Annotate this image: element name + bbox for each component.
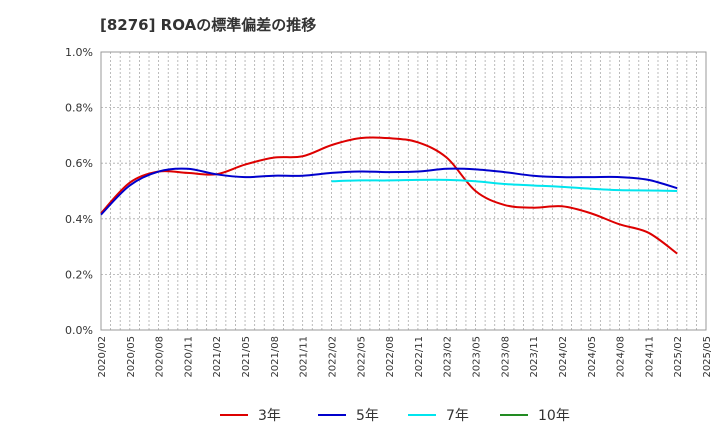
x-tick-label: 2024/02 [558, 336, 569, 378]
series-line-5年 [100, 167, 678, 216]
x-tick-label: 2022/02 [327, 336, 338, 378]
legend-swatch [318, 414, 346, 416]
series-line-3年 [100, 136, 678, 255]
y-tick-label: 0.4% [65, 213, 93, 226]
x-tick-label: 2020/05 [126, 336, 137, 378]
x-tick-label: 2025/05 [702, 336, 713, 378]
chart-title: [8276] ROAの標準偏差の推移 [100, 16, 317, 34]
y-tick-label: 1.0% [65, 46, 93, 59]
y-tick-label: 0.0% [65, 324, 93, 337]
legend-swatch [500, 414, 528, 416]
legend-swatch [408, 414, 436, 416]
x-tick-label: 2020/02 [97, 336, 108, 378]
legend-label: 10年 [538, 408, 570, 424]
x-tick-label: 2021/02 [212, 336, 223, 378]
legend-item: 3年 [220, 404, 281, 426]
x-tick-label: 2024/08 [616, 336, 627, 378]
legend-item: 10年 [500, 404, 570, 426]
x-tick-label: 2024/11 [644, 336, 655, 378]
x-tick-label: 2021/05 [241, 336, 252, 378]
x-tick-label: 2023/05 [472, 336, 483, 378]
x-tick-label: 2025/02 [673, 336, 684, 378]
y-tick-label: 0.6% [65, 157, 93, 170]
x-tick-label: 2023/02 [443, 336, 454, 378]
series-line-7年 [331, 178, 678, 192]
x-tick-label: 2023/11 [529, 336, 540, 378]
x-tick-label: 2022/11 [414, 336, 425, 378]
x-axis-ticks: 2020/02 2020/05 2020/08 2020/11 2021/02 2021/… [97, 336, 713, 378]
x-tick-label: 2024/05 [587, 336, 598, 378]
series-lines [100, 136, 678, 255]
x-tick-label: 2021/11 [299, 336, 310, 378]
x-tick-label: 2021/08 [270, 336, 281, 378]
x-tick-label: 2022/05 [356, 336, 367, 378]
y-tick-label: 0.8% [65, 102, 93, 115]
legend-label: 5年 [356, 408, 379, 424]
legend-label: 7年 [446, 408, 469, 424]
legend-swatch [220, 414, 248, 416]
y-tick-label: 0.2% [65, 268, 93, 281]
legend-label: 3年 [258, 408, 281, 424]
legend-item: 7年 [408, 404, 469, 426]
legend-item: 5年 [318, 404, 379, 426]
legend: 3年 5年 7年 10年 [0, 404, 720, 428]
plot-area-border [100, 51, 707, 331]
x-tick-label: 2020/11 [183, 336, 194, 378]
y-axis-ticks: 0.0% 0.2% 0.4% 0.6% 0.8% 1.0% [65, 46, 93, 337]
x-tick-label: 2022/08 [385, 336, 396, 378]
x-tick-label: 2020/08 [155, 336, 166, 378]
x-tick-label: 2023/08 [500, 336, 511, 378]
line-chart: 0.0%0.2%0.4%0.6%0.8%1.0% 2020/02 2020/05 2… [65, 46, 713, 378]
